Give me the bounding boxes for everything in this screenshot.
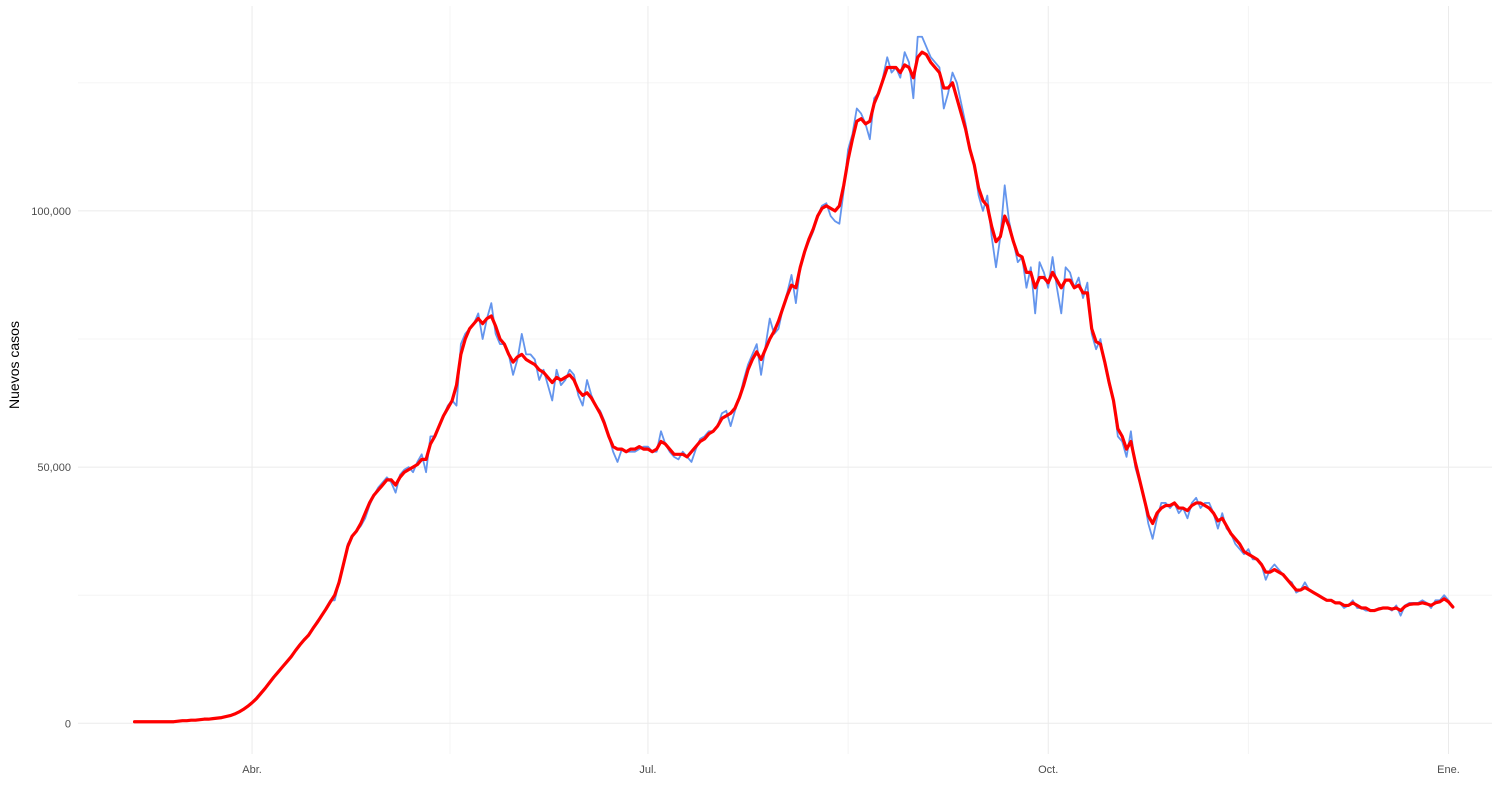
x-tick-label: Oct. <box>1038 764 1058 776</box>
x-tick-label: Ene. <box>1437 764 1460 776</box>
y-tick-label: 50,000 <box>37 462 71 474</box>
y-axis-title: Nuevos casos <box>6 321 22 409</box>
y-tick-label: 0 <box>65 718 71 730</box>
series-layer <box>132 35 1455 724</box>
x-axis-ticks: Abr. Jul. Oct. Ene. <box>242 764 1460 776</box>
major-gridlines <box>78 6 1492 754</box>
x-tick-label: Abr. <box>242 764 262 776</box>
y-axis-ticks: 0 50,000 100,000 <box>31 206 71 730</box>
series-line-daily <box>133 35 1454 723</box>
series-line-smoothed <box>132 50 1455 724</box>
minor-gridlines <box>78 6 1492 754</box>
y-tick-label: 100,000 <box>31 206 71 218</box>
x-tick-label: Jul. <box>639 764 656 776</box>
